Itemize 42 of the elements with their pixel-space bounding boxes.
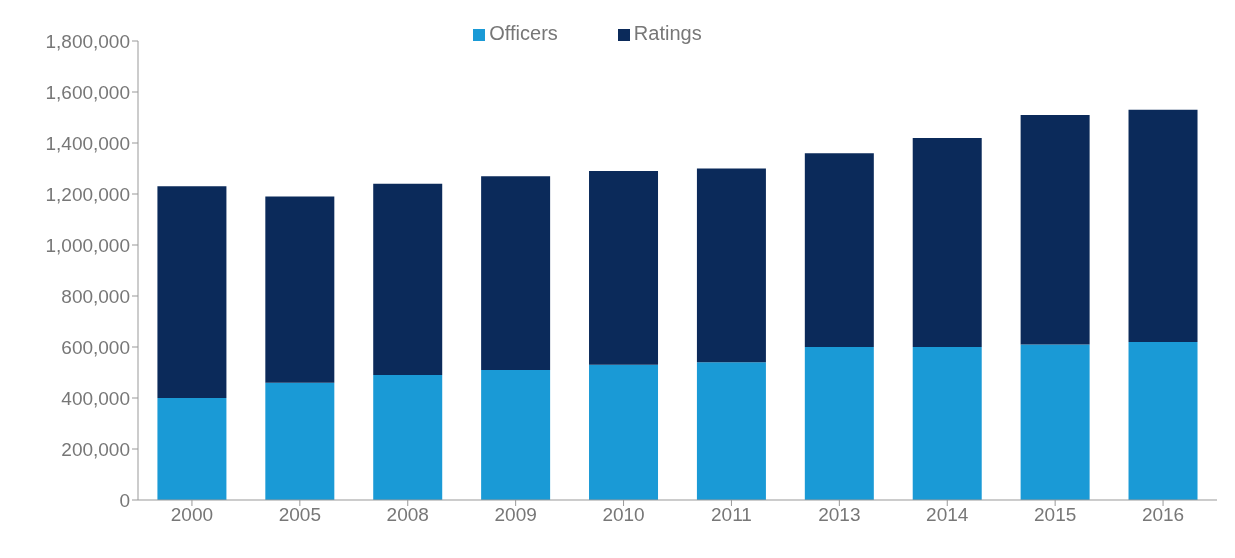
x-tick-label: 2010 [602, 504, 645, 526]
legend-label: Ratings [633, 22, 702, 44]
bar [157, 186, 227, 398]
bar [481, 369, 551, 500]
x-tick-label: 2011 [711, 504, 752, 526]
y-tick-label: 1,000,000 [45, 234, 130, 256]
bar [265, 196, 335, 383]
bar [696, 168, 766, 363]
bar [804, 347, 874, 500]
y-tick-label: 1,400,000 [45, 132, 130, 154]
bar [265, 382, 335, 500]
x-tick-label: 2014 [926, 504, 969, 526]
bar [1020, 344, 1090, 500]
x-tick-label: 2009 [494, 504, 537, 526]
bar [912, 347, 982, 500]
legend-label: Officers [489, 22, 558, 44]
y-tick-label: 1,200,000 [45, 183, 130, 205]
y-tick-label: 1,800,000 [45, 30, 130, 52]
bar [1128, 341, 1198, 500]
x-tick-label: 2016 [1141, 504, 1185, 526]
y-tick-label: 1,600,000 [45, 81, 130, 103]
y-tick-label: 0 [119, 489, 130, 511]
bar [373, 183, 443, 376]
y-tick-label: 600,000 [61, 336, 130, 358]
bar [157, 398, 227, 500]
x-tick-label: 2000 [170, 504, 214, 526]
x-tick-label: 2008 [386, 504, 429, 526]
bar [373, 375, 443, 500]
bar [804, 153, 874, 347]
bar [1128, 109, 1198, 342]
bar [481, 176, 551, 370]
y-tick-label: 200,000 [61, 438, 130, 460]
y-tick-label: 800,000 [61, 285, 130, 307]
bar [1020, 114, 1090, 345]
bar [912, 137, 982, 347]
bar [589, 364, 659, 500]
x-tick-label: 2005 [278, 504, 321, 526]
x-tick-label: 2013 [818, 504, 861, 526]
bar [589, 171, 659, 365]
bar [696, 362, 766, 500]
x-tick-label: 2015 [1034, 504, 1077, 526]
y-tick-label: 400,000 [61, 387, 130, 409]
